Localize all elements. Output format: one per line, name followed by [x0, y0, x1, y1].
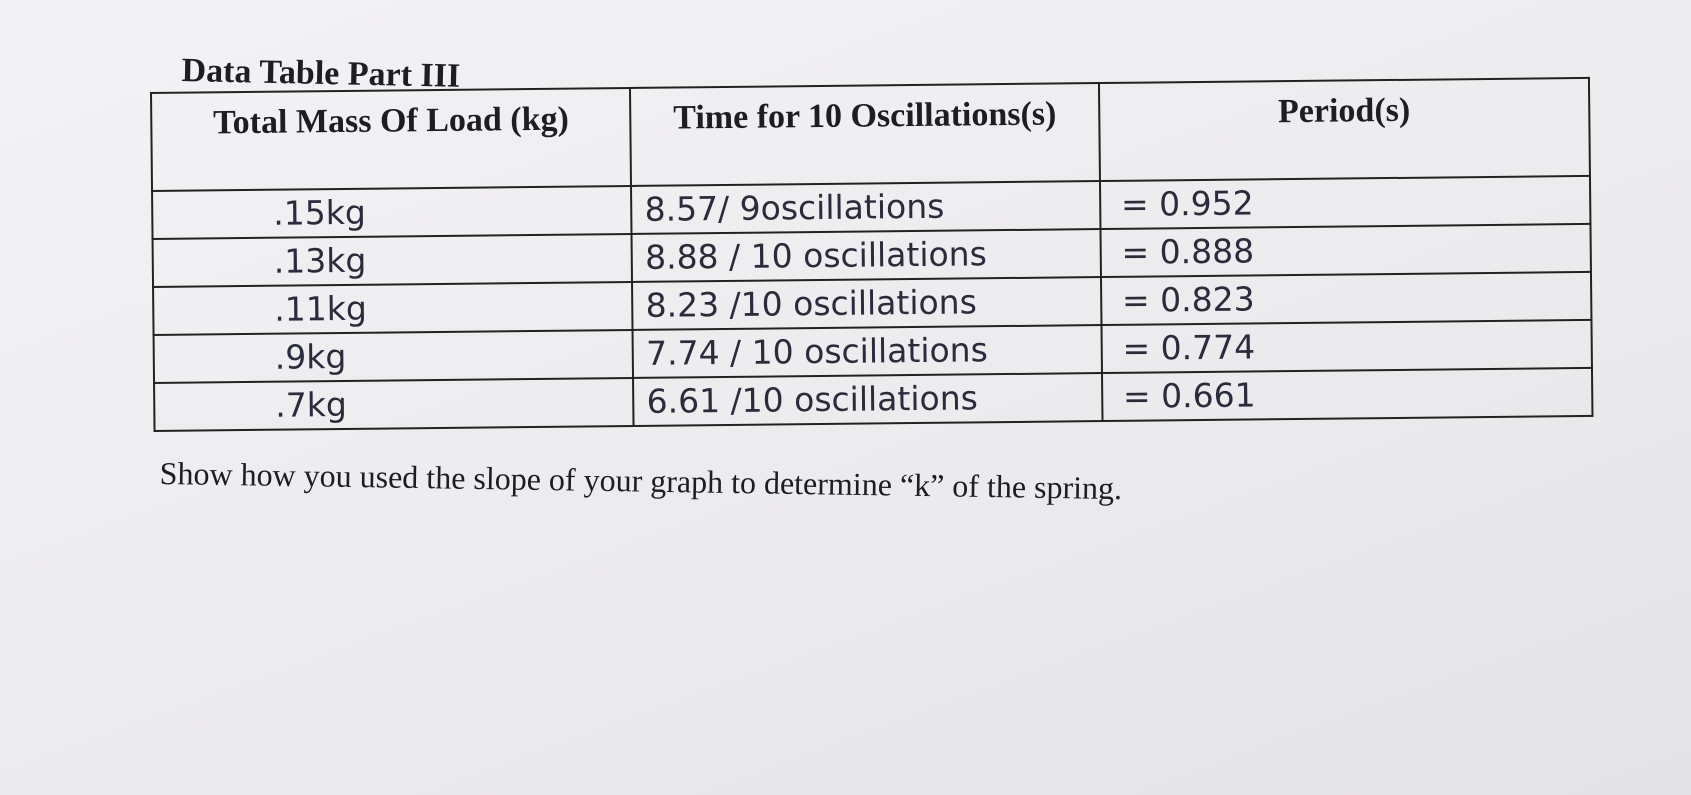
table-cell: 6.61 /10 oscillations — [633, 373, 1103, 426]
table-cell: = 0.661 — [1101, 367, 1593, 422]
header-cell: Period(s) — [1098, 77, 1590, 182]
instruction-text: Show how you used the slope of your grap… — [159, 455, 1123, 507]
table-cell: .11kg — [153, 281, 633, 335]
header-row: Total Mass Of Load (kg) Time for 10 Oscil… — [151, 77, 1590, 191]
table-cell: 7.74 / 10 oscillations — [632, 325, 1102, 378]
table-cell: .15kg — [152, 185, 632, 239]
table-cell: .13kg — [152, 233, 633, 287]
header-cell: Time for 10 Oscillations(s) — [630, 83, 1100, 186]
header-cell: Total Mass Of Load (kg) — [151, 87, 632, 191]
table-cell: .7kg — [154, 377, 634, 431]
table-cell: = 0.823 — [1100, 271, 1592, 326]
table-cell: = 0.888 — [1100, 223, 1591, 278]
table-cell: 8.88 / 10 oscillations — [631, 229, 1101, 282]
data-table: Total Mass Of Load (kg) Time for 10 Oscil… — [150, 77, 1593, 432]
table-cell: .9kg — [153, 329, 634, 383]
table-cell: 8.57/ 9oscillations — [631, 181, 1101, 234]
table-cell: 8.23 /10 oscillations — [632, 277, 1102, 330]
table-cell: = 0.952 — [1099, 175, 1591, 230]
table-body: .15kg 8.57/ 9oscillations = 0.952 .13kg 8.88… — [152, 175, 1593, 431]
table-cell: = 0.774 — [1101, 319, 1592, 374]
